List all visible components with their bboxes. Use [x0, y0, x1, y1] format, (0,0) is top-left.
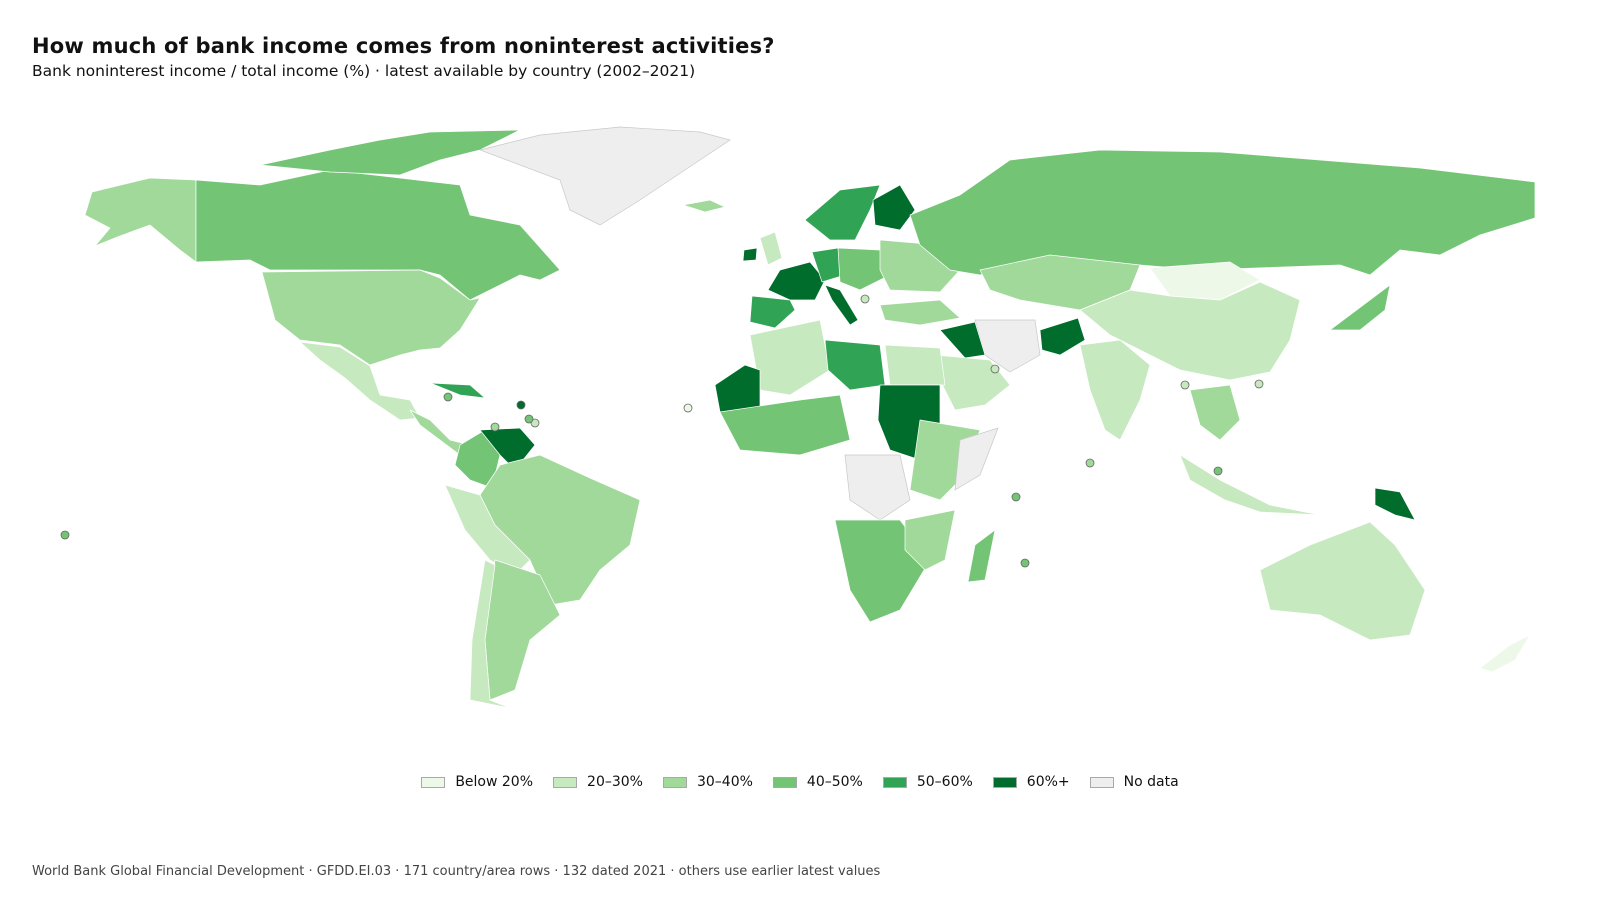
legend-item-20-30: 20–30% — [553, 774, 643, 790]
territory-dot — [1180, 380, 1190, 390]
region-central-africa — [844, 454, 911, 521]
legend-label: Below 20% — [455, 774, 534, 790]
region-canada-arctic — [259, 129, 521, 176]
region-india — [1079, 339, 1151, 441]
region-southeast-asia — [1189, 384, 1241, 441]
region-australia — [1259, 521, 1426, 641]
region-peru-bolivia — [444, 484, 531, 576]
page-subtitle: Bank noninterest income / total income (… — [32, 62, 696, 80]
legend-item-40-50: 40–50% — [772, 774, 863, 790]
legend-label: 40–50% — [806, 774, 863, 790]
region-united-states — [261, 269, 481, 366]
region-scandinavia — [804, 184, 881, 241]
region-libya — [824, 339, 886, 391]
legend-swatch — [421, 776, 446, 788]
region-somalia — [954, 427, 999, 491]
territory-dot — [1085, 458, 1095, 468]
region-iceland — [682, 199, 726, 213]
legend-swatch — [553, 776, 578, 788]
region-papua-new-guinea — [1374, 487, 1416, 521]
region-france — [767, 261, 826, 301]
legend-label: 50–60% — [916, 774, 973, 790]
map-legend: Below 20% 20–30% 30–40% 40–50% 50–60% 60… — [0, 770, 1600, 794]
legend-label: 30–40% — [696, 774, 753, 790]
territory-dot — [860, 294, 870, 304]
region-canada — [195, 169, 561, 301]
region-madagascar — [967, 529, 996, 583]
territory-dot — [990, 364, 1000, 374]
region-spain — [749, 295, 796, 329]
territory-dot — [1213, 466, 1223, 476]
region-new-zealand — [1479, 634, 1531, 673]
page-title: How much of bank income comes from nonin… — [32, 34, 775, 58]
region-north-africa-west — [749, 319, 831, 396]
region-mauritania — [714, 364, 761, 413]
territory-dot — [490, 422, 500, 432]
region-alaska — [84, 177, 197, 263]
legend-label: 20–30% — [587, 774, 643, 790]
region-egypt — [884, 344, 946, 386]
region-cuba — [429, 382, 486, 399]
region-russia — [909, 149, 1536, 276]
legend-swatch — [882, 776, 907, 788]
region-greenland — [478, 126, 731, 226]
legend-item-no-data: No data — [1089, 774, 1179, 790]
source-footer: World Bank Global Financial Development … — [32, 864, 881, 879]
territory-dot — [443, 392, 453, 402]
legend-item-below-20: Below 20% — [421, 774, 533, 790]
region-italy — [824, 284, 859, 326]
legend-swatch — [1089, 776, 1114, 788]
region-uk — [759, 231, 783, 266]
legend-item-50-60: 50–60% — [882, 774, 973, 790]
territory-dot — [1254, 379, 1264, 389]
territory-dot — [1011, 492, 1021, 502]
region-turkey — [879, 299, 961, 326]
region-central-europe — [837, 247, 891, 291]
territory-dot — [524, 414, 534, 424]
region-indonesia — [1179, 454, 1321, 516]
region-japan — [1329, 284, 1391, 331]
territory-dot — [530, 418, 540, 428]
legend-swatch — [772, 776, 797, 788]
territory-dot — [60, 530, 70, 540]
region-finland — [872, 184, 916, 231]
territory-dot — [683, 403, 693, 413]
territory-dot — [516, 400, 526, 410]
legend-label: No data — [1123, 774, 1179, 790]
region-afghanistan — [1039, 317, 1086, 356]
region-ireland — [742, 247, 758, 262]
region-china — [1079, 281, 1301, 381]
legend-item-30-40: 30–40% — [662, 774, 753, 790]
region-west-africa — [719, 394, 851, 456]
territory-dot — [1020, 558, 1030, 568]
region-iraq — [939, 321, 986, 359]
region-mozambique — [904, 509, 956, 571]
legend-item-60-plus: 60%+ — [992, 774, 1070, 790]
legend-swatch — [662, 776, 687, 788]
legend-label: 60%+ — [1026, 774, 1070, 790]
region-chile — [469, 559, 511, 709]
region-mongolia — [1149, 261, 1261, 301]
legend-swatch — [992, 776, 1017, 788]
world-choropleth-map — [60, 126, 1536, 709]
